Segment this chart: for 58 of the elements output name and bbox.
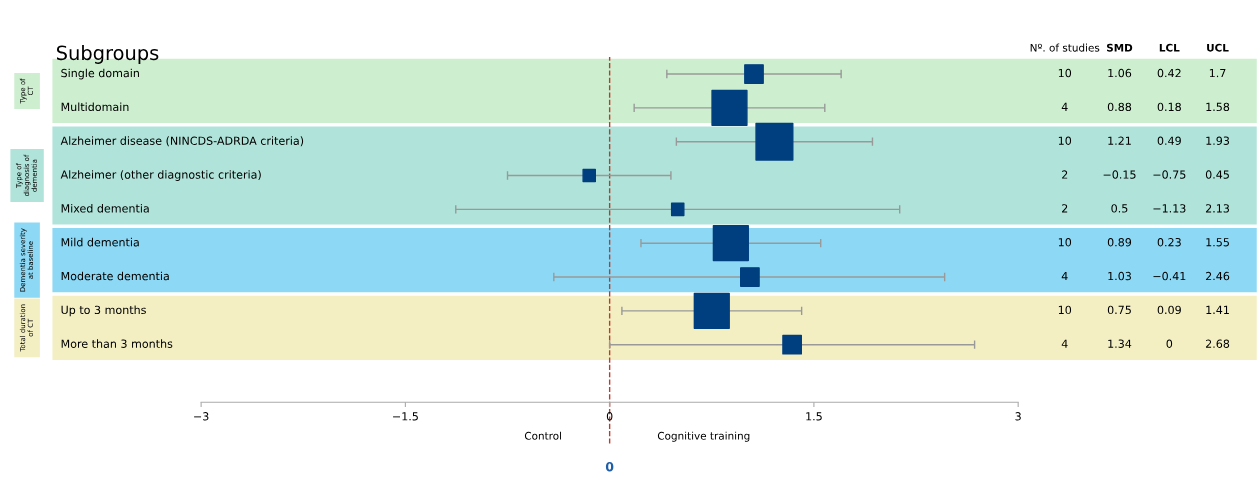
- x-tick-label: −1.5: [393, 412, 418, 421]
- x-tick-label: 3: [1015, 412, 1021, 421]
- data-label: 0.75: [1107, 305, 1131, 315]
- text: 0.18: [1157, 102, 1181, 112]
- text: 1.58: [1206, 102, 1230, 112]
- y-tick-label: More than 3 months: [61, 339, 173, 348]
- x-tick-label: 1.5: [806, 412, 822, 421]
- text: UCL: [1207, 43, 1229, 52]
- data-label: 0.88: [1107, 102, 1132, 112]
- text: 0: [1166, 339, 1173, 348]
- text: 10: [1058, 238, 1072, 247]
- data-label: 1.21: [1108, 136, 1131, 145]
- text: 0.49: [1157, 136, 1181, 145]
- text: 2.13: [1205, 204, 1230, 213]
- text: 4: [1061, 339, 1068, 348]
- text: Control: [524, 431, 562, 440]
- text: 1.55: [1206, 238, 1229, 247]
- text: LCL: [1159, 43, 1180, 52]
- data-label: 0.5: [1111, 204, 1128, 213]
- text: 1.7: [1209, 68, 1226, 78]
- y-tick-label: Alzheimer (other diagnostic criteria): [60, 170, 261, 181]
- y-tick-label: Mixed dementia: [61, 203, 149, 213]
- ref-line-label: 0: [605, 461, 614, 472]
- chart-title: Subgroups: [56, 45, 159, 64]
- text: 10: [1058, 305, 1072, 315]
- text: 4: [1061, 271, 1068, 281]
- text: 0.45: [1205, 170, 1229, 179]
- text: 2: [1062, 204, 1068, 213]
- text: −1.13: [1153, 204, 1186, 213]
- text: Nº. of studies: [1030, 43, 1100, 52]
- text: 0.09: [1157, 305, 1181, 315]
- data-label: 1.03: [1108, 271, 1131, 281]
- text: 10: [1058, 136, 1072, 145]
- text: 2.46: [1205, 271, 1230, 281]
- text: −0.75: [1153, 170, 1186, 179]
- y-tick-label: Multidomain: [61, 102, 129, 112]
- data-label: 0.89: [1107, 238, 1132, 247]
- text: 1.93: [1206, 136, 1230, 145]
- text: Cognitive training: [657, 431, 750, 442]
- y-tick-label: Up to 3 months: [61, 305, 146, 317]
- text: 10: [1058, 68, 1072, 78]
- text: 2.68: [1205, 339, 1230, 348]
- text: 0.42: [1157, 68, 1181, 78]
- text: SMD: [1106, 43, 1133, 52]
- x-tick-label: −3: [194, 412, 209, 421]
- data-label: 1.06: [1108, 68, 1132, 78]
- text: 1.41: [1206, 305, 1229, 314]
- data-label: −0.15: [1103, 170, 1136, 179]
- data-label: 1.34: [1108, 339, 1132, 348]
- text: 2: [1062, 170, 1068, 179]
- y-tick-label: Single domain: [61, 68, 139, 80]
- y-tick-label: Moderate dementia: [61, 271, 169, 281]
- text: −0.41: [1153, 271, 1186, 281]
- y-tick-label: Alzheimer disease (NINCDS-ADRDA criteria): [60, 136, 304, 147]
- text: 4: [1061, 102, 1068, 111]
- y-tick-label: Mild dementia: [61, 237, 139, 247]
- x-tick-label: 0: [606, 412, 613, 421]
- text: 0.23: [1157, 238, 1181, 247]
